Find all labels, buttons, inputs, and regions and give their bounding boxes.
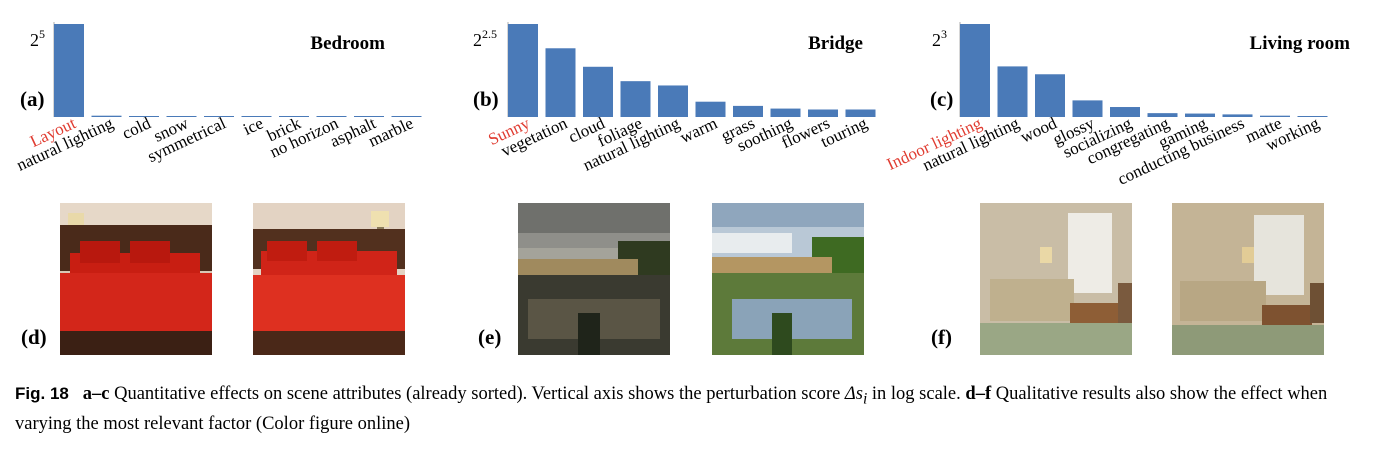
bar (960, 24, 990, 117)
bridge-photo-original (518, 203, 670, 355)
bar (241, 116, 272, 117)
bar (1222, 114, 1253, 117)
caption-math-subscript: i (862, 390, 868, 408)
y-tick-label: 22.5 (473, 27, 497, 50)
bar (1035, 74, 1065, 117)
bar (583, 66, 613, 117)
bar (1110, 107, 1140, 117)
bar (733, 105, 763, 117)
bridge-photo-varied (712, 203, 864, 355)
panel-label-e: (e) (478, 325, 502, 349)
bar (1147, 113, 1178, 117)
bar (316, 116, 347, 117)
panel-label-f: (f) (931, 325, 952, 349)
figure-caption: Fig. 18 a–c Quantitative effects on scen… (15, 381, 1360, 437)
living-room-photo-varied (1172, 203, 1324, 355)
bar (508, 24, 538, 117)
bar (54, 24, 84, 117)
caption-figure-number: Fig. 18 (15, 384, 69, 403)
living-room-photo-original (980, 203, 1132, 355)
caption-text-3: Qualitative results also show the effect… (15, 384, 1328, 434)
caption-range-df: d–f (965, 384, 992, 404)
bar (354, 116, 384, 117)
caption-range-ac: a–c (82, 384, 110, 404)
panel-label: (a) (20, 87, 45, 111)
bedroom-photo-original (60, 203, 212, 355)
panel-label: (b) (473, 87, 499, 111)
bar (620, 81, 651, 117)
bar (1072, 100, 1103, 117)
bar (845, 109, 876, 117)
chart-title: Bedroom (310, 33, 385, 54)
panel-label: (c) (930, 87, 953, 111)
bar (129, 116, 159, 117)
y-tick-label: 23 (932, 27, 947, 50)
bar (391, 116, 422, 117)
bar (1297, 116, 1328, 117)
bar (1185, 113, 1215, 117)
bar (1260, 115, 1290, 117)
bar (91, 115, 122, 117)
chart-title: Living room (1250, 33, 1351, 54)
bar (808, 109, 838, 117)
caption-math: Δs (844, 384, 863, 404)
bar (658, 85, 688, 117)
bar (166, 116, 197, 117)
panel-label-d: (d) (21, 325, 47, 349)
caption-text-1: Quantitative effects on scene attributes… (109, 384, 845, 404)
chart-title: Bridge (808, 33, 863, 54)
bar (204, 116, 234, 117)
y-tick-label: 25 (30, 27, 45, 50)
caption-text-2: in log scale. (867, 384, 966, 404)
x-tick-label: ice (240, 113, 266, 139)
bar (997, 66, 1028, 117)
bar (695, 101, 726, 117)
bedroom-photo-varied (253, 203, 405, 355)
bar (770, 108, 801, 117)
bar (545, 48, 576, 117)
bar (279, 116, 309, 117)
x-tick-label: warm (677, 113, 720, 147)
x-tick-label: cold (119, 113, 154, 143)
